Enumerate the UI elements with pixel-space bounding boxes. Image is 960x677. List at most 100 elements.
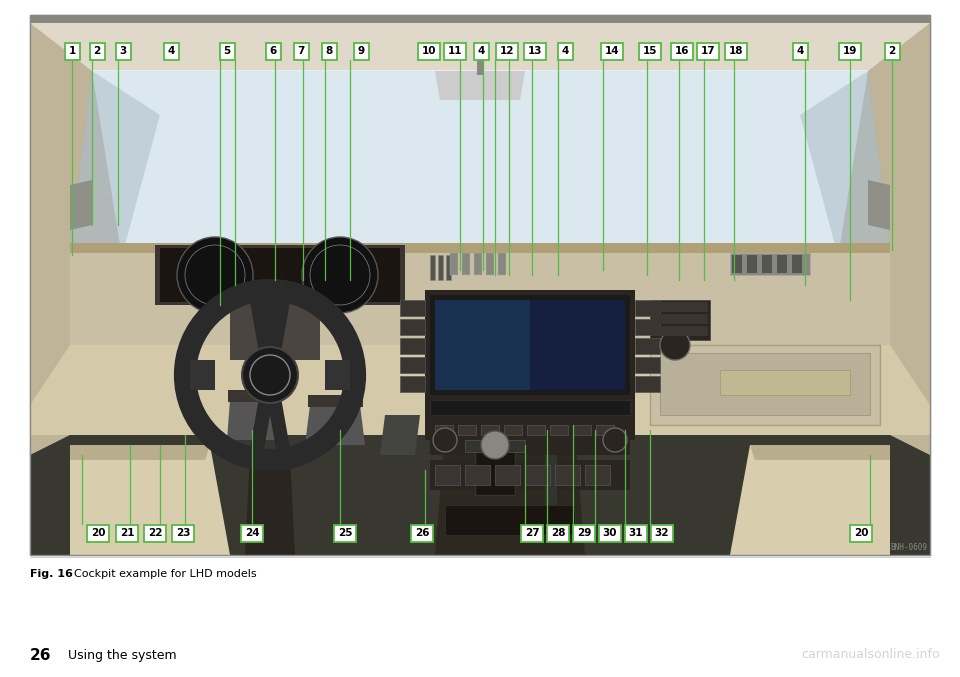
Text: 9: 9 <box>357 46 365 56</box>
Text: 20: 20 <box>853 528 868 538</box>
Bar <box>635 300 660 316</box>
Text: 2: 2 <box>93 46 101 56</box>
Text: 21: 21 <box>120 528 134 538</box>
FancyBboxPatch shape <box>334 525 356 542</box>
FancyBboxPatch shape <box>266 43 280 60</box>
FancyBboxPatch shape <box>87 525 109 542</box>
FancyBboxPatch shape <box>558 43 572 60</box>
Polygon shape <box>868 23 930 555</box>
Bar <box>474 253 482 275</box>
Circle shape <box>242 347 298 403</box>
Bar <box>430 255 435 280</box>
Bar <box>308 395 363 407</box>
Bar <box>430 295 630 395</box>
FancyBboxPatch shape <box>793 43 807 60</box>
Polygon shape <box>30 435 930 555</box>
Bar <box>30 15 930 312</box>
Text: 28: 28 <box>551 528 565 538</box>
FancyBboxPatch shape <box>411 525 433 542</box>
Polygon shape <box>730 445 890 555</box>
Bar <box>792 255 802 273</box>
Bar <box>400 376 425 392</box>
Bar <box>458 425 476 435</box>
FancyBboxPatch shape <box>697 43 719 60</box>
Text: 20: 20 <box>91 528 106 538</box>
Text: 3: 3 <box>119 46 127 56</box>
Bar <box>635 357 660 373</box>
Bar <box>190 360 215 390</box>
Bar <box>650 300 710 340</box>
Bar <box>400 357 425 373</box>
Polygon shape <box>30 345 930 435</box>
Bar <box>445 505 575 535</box>
Text: 22: 22 <box>148 528 162 538</box>
Text: 4: 4 <box>167 46 175 56</box>
Text: 15: 15 <box>643 46 658 56</box>
Bar <box>325 360 350 390</box>
FancyBboxPatch shape <box>524 43 546 60</box>
FancyBboxPatch shape <box>671 43 693 60</box>
Bar <box>400 338 425 354</box>
Text: 7: 7 <box>298 46 304 56</box>
Text: carmanualsonline.info: carmanualsonline.info <box>802 649 940 661</box>
Text: 18: 18 <box>729 46 743 56</box>
Text: Using the system: Using the system <box>68 649 177 661</box>
FancyBboxPatch shape <box>64 43 80 60</box>
Bar <box>477 55 483 75</box>
Polygon shape <box>70 243 890 253</box>
Bar <box>650 345 880 425</box>
Bar <box>635 376 660 392</box>
Bar <box>30 15 930 555</box>
Circle shape <box>250 355 290 395</box>
FancyBboxPatch shape <box>521 525 543 542</box>
Bar <box>747 255 757 273</box>
Text: 23: 23 <box>176 528 190 538</box>
FancyBboxPatch shape <box>496 43 518 60</box>
Bar <box>430 400 630 415</box>
Polygon shape <box>70 445 210 460</box>
Bar <box>635 319 660 335</box>
Polygon shape <box>435 71 525 100</box>
Bar <box>545 455 557 505</box>
Text: 17: 17 <box>701 46 715 56</box>
Bar <box>465 440 525 452</box>
FancyBboxPatch shape <box>172 525 194 542</box>
Circle shape <box>433 428 457 452</box>
Bar <box>504 425 522 435</box>
Bar <box>481 425 499 435</box>
FancyBboxPatch shape <box>353 43 369 60</box>
Text: 5: 5 <box>224 46 230 56</box>
FancyBboxPatch shape <box>322 43 337 60</box>
Bar <box>652 302 708 312</box>
FancyBboxPatch shape <box>839 43 861 60</box>
Bar <box>573 425 591 435</box>
Text: Fig. 16: Fig. 16 <box>30 569 73 579</box>
FancyBboxPatch shape <box>601 43 623 60</box>
Bar <box>585 465 610 485</box>
Text: 29: 29 <box>577 528 591 538</box>
Bar <box>465 465 490 485</box>
Polygon shape <box>70 70 120 245</box>
Text: Cockpit example for LHD models: Cockpit example for LHD models <box>74 569 256 579</box>
Bar <box>430 460 630 490</box>
FancyBboxPatch shape <box>115 43 131 60</box>
Bar <box>435 425 453 435</box>
Bar <box>762 255 772 273</box>
Bar <box>475 445 515 495</box>
Bar <box>425 290 635 440</box>
Bar <box>777 255 787 273</box>
Polygon shape <box>435 435 585 555</box>
Polygon shape <box>70 245 890 345</box>
Bar <box>525 465 550 485</box>
Bar <box>450 253 458 275</box>
Bar <box>635 338 660 354</box>
Bar <box>30 15 930 555</box>
Bar <box>400 300 425 316</box>
FancyBboxPatch shape <box>651 525 673 542</box>
Bar <box>435 300 625 390</box>
Bar <box>160 248 400 302</box>
FancyBboxPatch shape <box>547 525 569 542</box>
FancyBboxPatch shape <box>144 525 166 542</box>
FancyBboxPatch shape <box>444 43 466 60</box>
FancyBboxPatch shape <box>725 43 747 60</box>
